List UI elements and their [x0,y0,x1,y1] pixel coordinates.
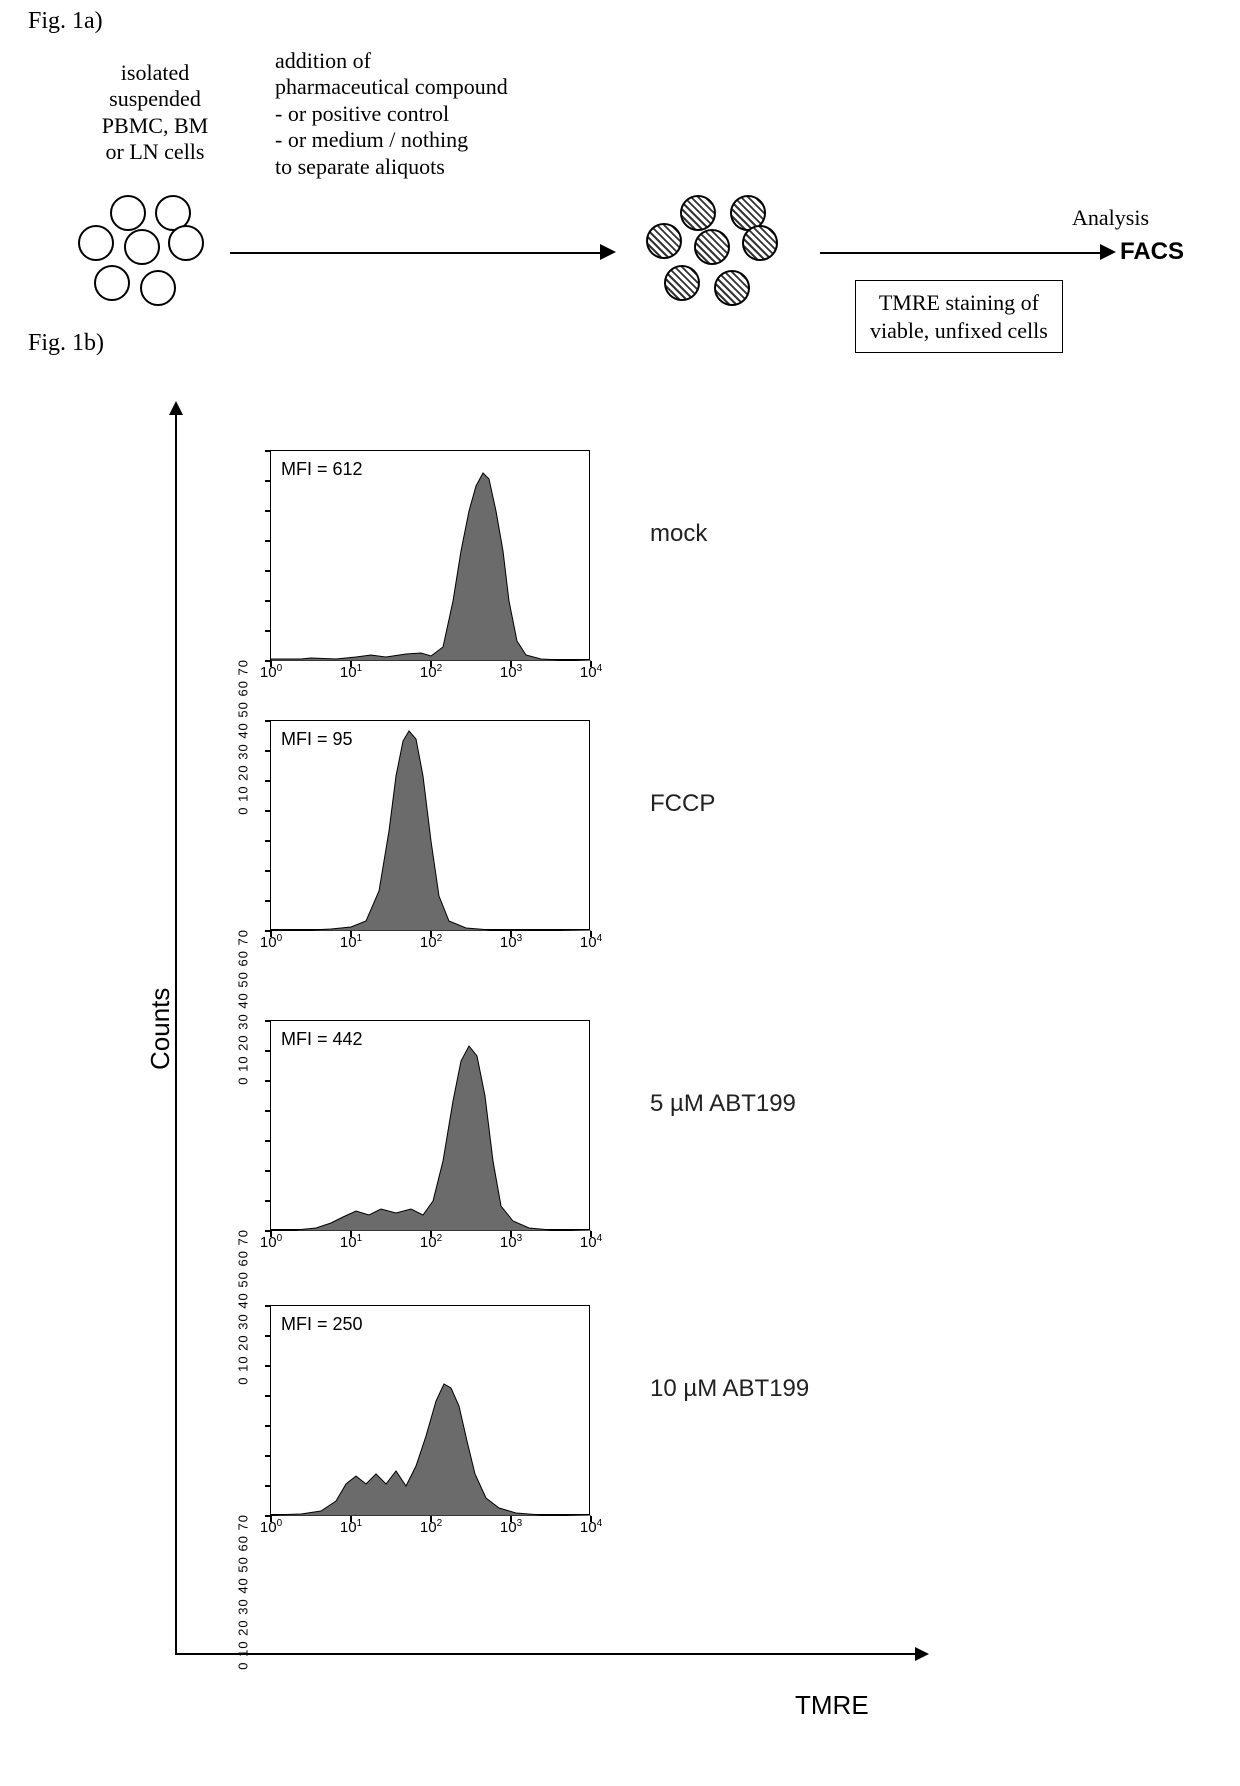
histogram-1: MFI = 950 10 20 30 40 50 60 701001011021… [270,720,590,930]
x-tick: 101 [340,933,362,951]
arrow-treatment [230,252,600,254]
x-tick: 102 [420,663,442,681]
x-tick: 100 [260,1233,282,1251]
x-tick: 102 [420,1518,442,1536]
x-tick: 100 [260,1518,282,1536]
y-tick-labels: 0 10 20 30 40 50 60 70 [236,1514,251,1670]
x-tick: 100 [260,663,282,681]
tmre-staining-box: TMRE staining of viable, unfixed cells [855,280,1063,353]
x-tick: 102 [420,1233,442,1251]
x-tick: 103 [500,1518,522,1536]
x-tick: 103 [500,933,522,951]
mfi-label: MFI = 442 [281,1029,363,1050]
addition-text: addition of pharmaceutical compound - or… [275,48,615,180]
histogram-0: MFI = 6120 10 20 30 40 50 60 70100101102… [270,450,590,660]
x-tick: 103 [500,663,522,681]
x-tick: 102 [420,933,442,951]
x-tick: 101 [340,1518,362,1536]
x-tick: 104 [580,663,602,681]
x-tick: 104 [580,1518,602,1536]
arrow-analysis [820,252,1100,254]
cells-source-text: isolated suspended PBMC, BM or LN cells [70,60,240,166]
histogram-condition-label: 5 µM ABT199 [650,1090,796,1118]
outer-y-axis-label: Counts [145,988,176,1070]
histogram-condition-label: mock [650,520,707,548]
cells-cluster-treated [640,195,800,315]
analysis-label: Analysis [1072,205,1149,231]
x-tick: 104 [580,933,602,951]
arrow-analysis-head [1100,244,1116,260]
x-tick: 100 [260,933,282,951]
histogram-condition-label: 10 µM ABT199 [650,1375,809,1403]
histogram-2: MFI = 4420 10 20 30 40 50 60 70100101102… [270,1020,590,1230]
x-tick: 103 [500,1233,522,1251]
x-tick: 101 [340,663,362,681]
outer-x-axis [175,1653,915,1655]
mfi-label: MFI = 250 [281,1314,363,1335]
mfi-label: MFI = 95 [281,729,353,750]
histogram-3: MFI = 2500 10 20 30 40 50 60 70100101102… [270,1305,590,1515]
histogram-condition-label: FCCP [650,790,715,818]
arrow-treatment-head [600,244,616,260]
mfi-label: MFI = 612 [281,459,363,480]
x-tick: 104 [580,1233,602,1251]
x-tick: 101 [340,1233,362,1251]
fig-1a-label: Fig. 1a) [28,8,103,35]
outer-x-axis-label: TMRE [795,1690,869,1721]
cells-cluster-untreated [70,195,220,315]
facs-label: FACS [1120,238,1184,266]
fig-1b-label: Fig. 1b) [28,330,104,357]
